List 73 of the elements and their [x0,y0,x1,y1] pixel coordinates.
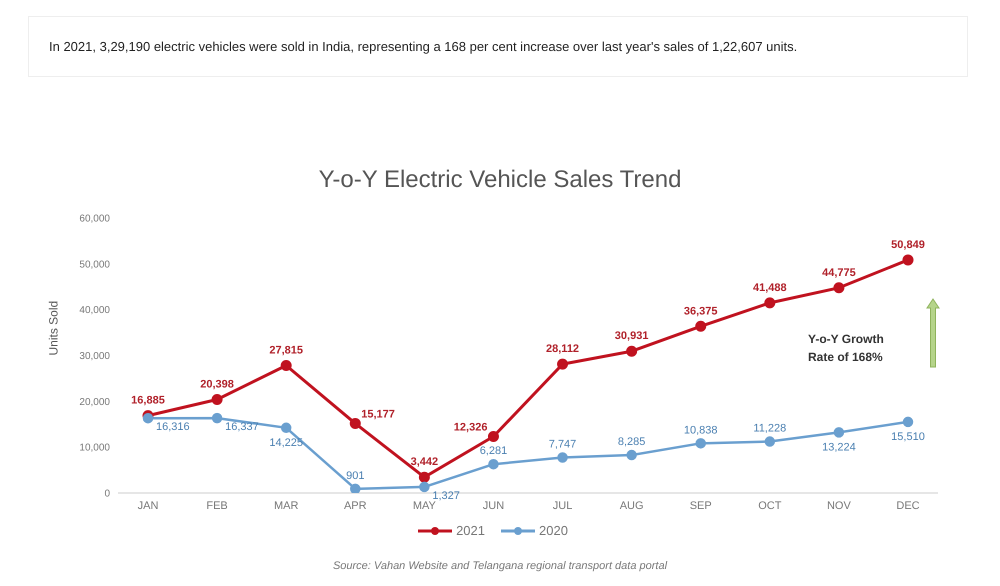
point [350,418,361,429]
x-tick-label: MAR [274,500,298,512]
data-label: 11,228 [753,422,786,435]
data-label: 30,931 [614,330,648,342]
x-tick-label: APR [344,500,367,512]
point [695,438,706,449]
data-label: 15,510 [891,430,925,443]
data-label: 15,177 [361,408,395,420]
point [418,472,430,483]
data-label: 13,224 [822,441,856,454]
y-axis-title: Units Sold [46,300,60,356]
point [902,416,914,428]
x-tick-label: OCT [758,500,782,512]
point [557,452,568,463]
y-tick-label: 40,000 [79,305,110,316]
y-tick-label: 0 [104,488,110,500]
data-label: 36,375 [684,305,718,318]
source-note: Source: Vahan Website and Telangana regional transport data portal [332,560,668,572]
point [695,320,706,332]
data-label: 10,838 [684,424,718,436]
data-label: 8,285 [618,436,646,448]
legend-label: 2021 [455,523,485,538]
data-label: 16,337 [225,421,259,434]
y-tick-label: 50,000 [79,259,110,270]
data-label: 7,747 [548,438,576,450]
x-tick-label: SEP [690,500,712,512]
point [626,346,638,357]
chart-title: Y-o-Y Electric Vehicle Sales Trend [318,166,682,194]
point [280,422,292,434]
point [764,436,776,447]
point [350,484,361,493]
data-label: 28,112 [546,343,580,356]
data-label: 3,442 [410,456,438,468]
x-tick-label: DEC [896,500,920,512]
data-label: 41,488 [752,282,787,294]
annotation: Y-o-Y Growth Rate of 168% [808,331,885,366]
y-tick-label: 10,000 [79,442,110,454]
data-label: 1,327 [432,490,460,502]
data-label: 14,225 [269,436,304,449]
data-label: 27,815 [269,344,304,357]
point [280,360,292,372]
data-label: 50,849 [891,238,925,251]
point [557,358,568,370]
point [834,427,844,438]
y-tick-label: 60,000 [79,214,110,225]
point [142,412,154,424]
point [626,450,637,460]
data-label: 20,398 [200,378,234,391]
x-tick-label: JAN [138,500,158,512]
x-tick-label: NOV [826,500,852,512]
x-tick-label: AUG [620,500,644,512]
data-label: 901 [346,470,364,482]
x-tick-label: MAY [412,500,437,512]
data-label: 16,316 [156,421,190,434]
y-tick-label: 20,000 [79,396,110,408]
point [488,431,499,442]
y-tick-label: 30,000 [79,351,110,362]
point [833,282,844,294]
point [212,394,223,406]
point [212,412,222,424]
text: In 2021, 3,29,190 electric vehicles were sold in India, representing a 168 per cent increase over last year's sales of 1,22,607 units. [28,16,968,77]
data-label: 16,885 [131,394,165,407]
data-label: 12,326 [454,422,488,434]
point [488,458,499,470]
data-label: 6,281 [480,445,508,458]
x-tick-label: FEB [206,500,228,512]
x-tick-label: JUN [482,500,504,512]
point [419,482,430,492]
point [764,297,776,308]
legend-label: 2020 [538,523,568,538]
data-label: 44,775 [822,266,856,279]
x-tick-label: JUL [552,500,572,512]
point [902,254,914,266]
